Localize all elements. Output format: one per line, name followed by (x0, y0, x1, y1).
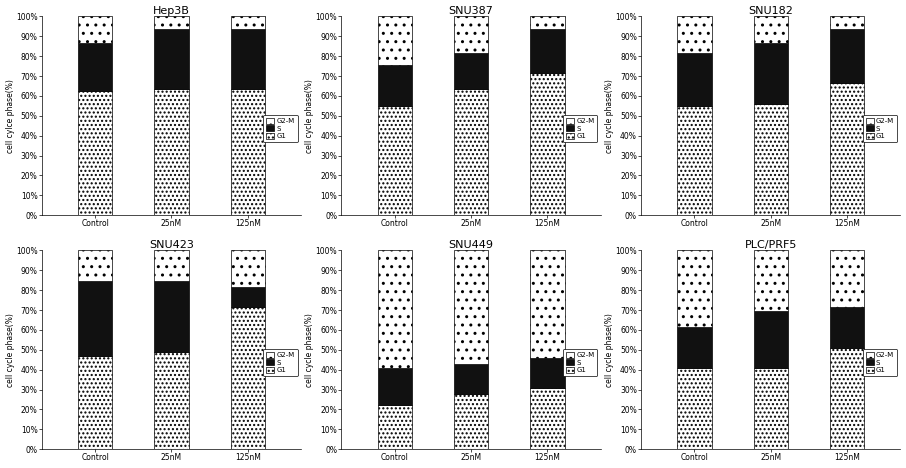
Bar (154, 89, 188, 215)
Bar (230, 307, 265, 449)
Title: SNU449: SNU449 (448, 240, 494, 249)
Title: Hep3B: Hep3B (153, 6, 190, 15)
Bar (454, 53, 488, 89)
Bar (154, 281, 188, 352)
Bar (230, 287, 265, 307)
Legend: G2-M, S, G1: G2-M, S, G1 (264, 115, 297, 142)
Bar (754, 311, 788, 368)
Bar (754, 103, 788, 215)
Bar (78, 43, 112, 91)
Y-axis label: cell cylce phase(%): cell cylce phase(%) (5, 79, 14, 153)
Bar (378, 405, 412, 449)
Bar (830, 307, 864, 348)
Bar (154, 352, 188, 449)
Bar (230, 250, 265, 287)
Bar (530, 73, 564, 215)
Title: SNU423: SNU423 (149, 240, 194, 249)
Bar (230, 16, 265, 29)
Legend: G2-M, S, G1: G2-M, S, G1 (863, 115, 897, 142)
Y-axis label: cell cycle phase(%): cell cycle phase(%) (605, 313, 614, 387)
Bar (78, 250, 112, 281)
Title: PLC/PRF5: PLC/PRF5 (745, 240, 797, 249)
Y-axis label: cell cycle phase(%): cell cycle phase(%) (305, 79, 314, 153)
Bar (530, 29, 564, 73)
Bar (830, 348, 864, 449)
Bar (154, 16, 188, 29)
Bar (154, 29, 188, 89)
Bar (230, 29, 265, 89)
Y-axis label: cell cycle phase(%): cell cycle phase(%) (5, 313, 14, 387)
Title: SNU387: SNU387 (448, 6, 494, 15)
Bar (678, 53, 711, 106)
Bar (378, 106, 412, 215)
Bar (454, 364, 488, 395)
Bar (678, 16, 711, 53)
Bar (378, 250, 412, 368)
Y-axis label: cell cycle phase(%): cell cycle phase(%) (305, 313, 314, 387)
Bar (454, 395, 488, 449)
Legend: G2-M, S, G1: G2-M, S, G1 (563, 349, 597, 376)
Bar (378, 368, 412, 405)
Bar (830, 83, 864, 215)
Bar (830, 29, 864, 83)
Bar (830, 16, 864, 29)
Bar (78, 91, 112, 215)
Legend: G2-M, S, G1: G2-M, S, G1 (563, 115, 597, 142)
Bar (530, 388, 564, 449)
Title: SNU182: SNU182 (748, 6, 794, 15)
Legend: G2-M, S, G1: G2-M, S, G1 (863, 349, 897, 376)
Bar (530, 16, 564, 29)
Bar (678, 328, 711, 368)
Bar (754, 250, 788, 311)
Bar (454, 250, 488, 364)
Bar (754, 368, 788, 449)
Bar (530, 250, 564, 358)
Y-axis label: cell cycle phase(%): cell cycle phase(%) (605, 79, 614, 153)
Bar (78, 281, 112, 356)
Bar (154, 250, 188, 281)
Bar (454, 89, 488, 215)
Bar (754, 16, 788, 43)
Bar (378, 16, 412, 65)
Bar (230, 89, 265, 215)
Bar (754, 43, 788, 103)
Bar (78, 16, 112, 43)
Bar (78, 356, 112, 449)
Bar (678, 250, 711, 328)
Bar (678, 106, 711, 215)
Bar (378, 65, 412, 106)
Bar (454, 16, 488, 53)
Legend: G2-M, S, G1: G2-M, S, G1 (264, 349, 297, 376)
Bar (530, 358, 564, 388)
Bar (678, 368, 711, 449)
Bar (830, 250, 864, 307)
